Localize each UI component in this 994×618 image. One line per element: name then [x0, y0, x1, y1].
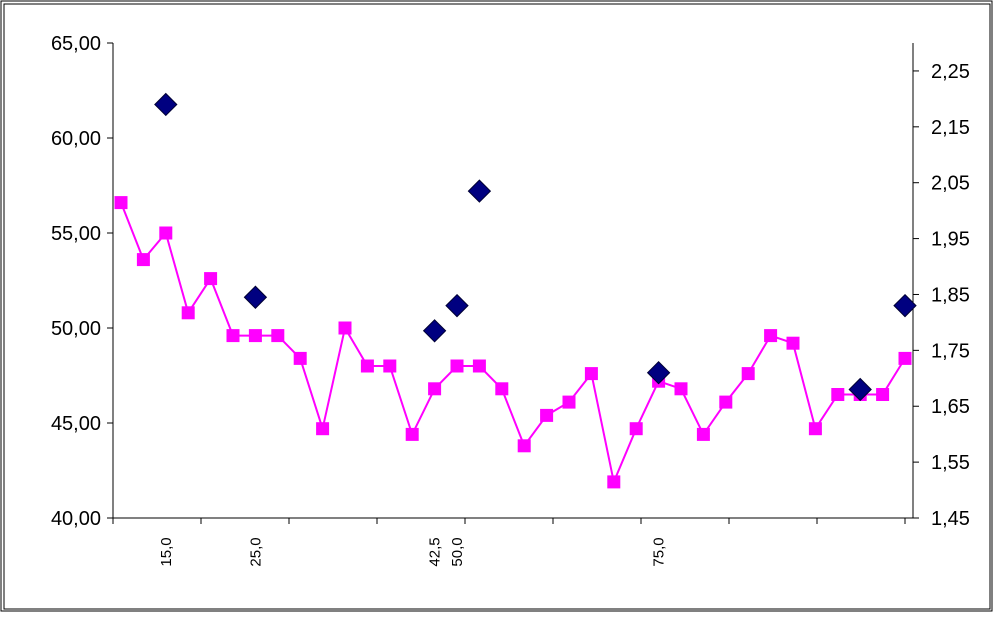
series-right-point [445, 293, 469, 318]
series-left-point [584, 367, 598, 381]
inner-frame [3, 3, 991, 610]
series-left-point [808, 422, 822, 436]
series-left-point [204, 272, 218, 286]
series-left-point [786, 336, 800, 350]
y-right-tick-label: 1,85 [931, 284, 970, 306]
x-tick-label: 15,0 [158, 537, 175, 566]
series-left-point [719, 395, 733, 409]
y-left-tick-label: 65,00 [51, 33, 101, 55]
series-left-point [495, 382, 509, 396]
series-left-point [114, 196, 128, 210]
y-right-tick-label: 2,05 [931, 173, 970, 195]
x-tick-label: 25,0 [247, 537, 264, 566]
series-left-point [472, 359, 486, 373]
series-left-point [159, 226, 173, 240]
series-left-point [898, 351, 912, 365]
series-left-point [360, 359, 374, 373]
series-right-point [848, 377, 872, 402]
series-left-point [248, 329, 262, 343]
y-right-tick-label: 2,15 [931, 117, 970, 139]
series-right-point [243, 285, 268, 309]
y-right-tick-label: 1,45 [931, 508, 970, 530]
series-left-point [764, 329, 778, 343]
series-right-point [422, 319, 447, 343]
y-left-tick-label: 55,00 [51, 223, 101, 245]
y-left-tick-label: 50,00 [51, 318, 101, 340]
series-left-point [607, 475, 621, 489]
y-right-tick-label: 1,55 [931, 452, 970, 474]
y-right-tick-label: 1,95 [931, 229, 970, 251]
series-markers-layer [114, 92, 917, 489]
y-left-tick-label: 45,00 [51, 413, 101, 435]
y-right-tick-label: 1,75 [931, 340, 970, 362]
series-left-point [629, 422, 643, 436]
series-right-point [646, 360, 671, 385]
series-left-point [562, 395, 576, 409]
ticks-layer: 40,00 45,00 50,00 55,00 60,00 65,00 1,45 1,55 1,… [51, 33, 970, 567]
series-left-point [450, 359, 464, 373]
series-right-point [893, 293, 917, 318]
series-left-point [136, 253, 150, 267]
series-left-point [181, 306, 195, 320]
y-right-tick-label: 2,25 [931, 61, 970, 83]
y-left-tick-label: 60,00 [51, 128, 101, 150]
series-left-point [517, 439, 531, 453]
series-right-point [154, 92, 178, 117]
series-left-point [831, 388, 845, 401]
x-tick-label: 42,5 [427, 537, 444, 566]
series-left-point [338, 321, 352, 335]
series-right-point [467, 179, 492, 203]
series-left-point [316, 422, 330, 436]
x-tick-label: 75,0 [651, 537, 668, 566]
series-left-point [271, 329, 285, 343]
series-left-point [405, 427, 419, 441]
series-left-point [383, 359, 397, 373]
series-left-point [540, 408, 554, 422]
series-left-point [226, 329, 240, 343]
series-left-point [741, 367, 755, 381]
y-left-tick-label: 40,00 [51, 508, 101, 530]
series-left-point [876, 388, 890, 401]
series-left-point [696, 427, 710, 441]
series-left-point [293, 351, 307, 365]
series-left-point [674, 382, 688, 396]
x-tick-label: 50,0 [449, 537, 466, 566]
y-right-tick-label: 1,65 [931, 396, 970, 418]
series-left-point [428, 382, 442, 396]
